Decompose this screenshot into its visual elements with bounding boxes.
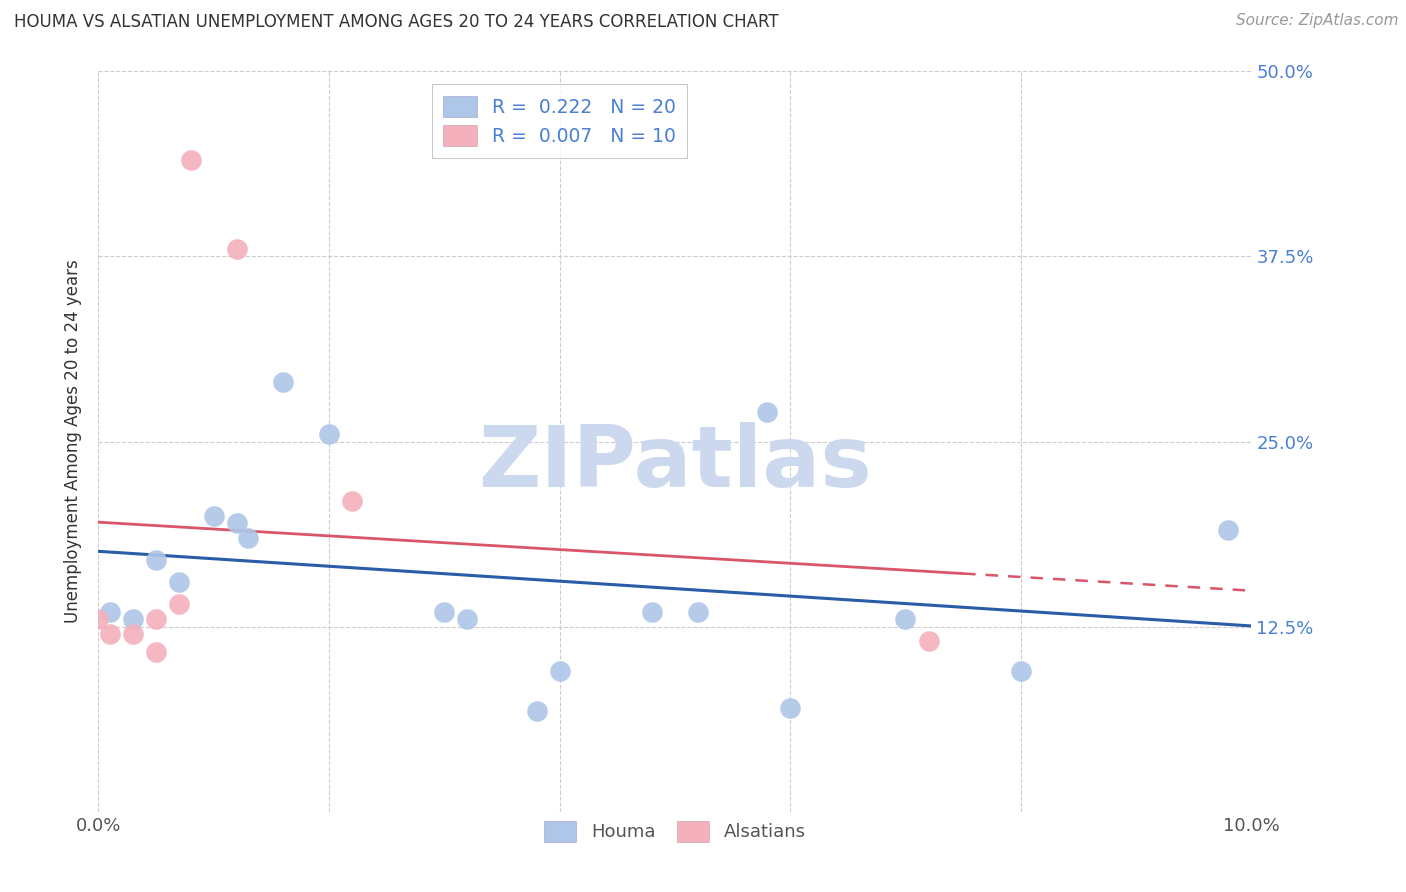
Point bbox=[238, 531, 260, 545]
Point bbox=[87, 612, 110, 626]
Point bbox=[167, 598, 190, 612]
Point bbox=[180, 153, 202, 168]
Point bbox=[1010, 664, 1032, 678]
Point bbox=[225, 242, 247, 256]
Point bbox=[548, 664, 571, 678]
Point bbox=[98, 605, 121, 619]
Text: HOUMA VS ALSATIAN UNEMPLOYMENT AMONG AGES 20 TO 24 YEARS CORRELATION CHART: HOUMA VS ALSATIAN UNEMPLOYMENT AMONG AGE… bbox=[14, 13, 779, 31]
Point bbox=[894, 612, 917, 626]
Point bbox=[145, 553, 167, 567]
Y-axis label: Unemployment Among Ages 20 to 24 years: Unemployment Among Ages 20 to 24 years bbox=[65, 260, 83, 624]
Point bbox=[225, 516, 247, 530]
Text: ZIPatlas: ZIPatlas bbox=[478, 422, 872, 505]
Point bbox=[145, 612, 167, 626]
Point bbox=[686, 605, 709, 619]
Point bbox=[318, 427, 340, 442]
Point bbox=[456, 612, 478, 626]
Point bbox=[641, 605, 664, 619]
Point bbox=[122, 627, 145, 641]
Point bbox=[98, 627, 121, 641]
Point bbox=[167, 575, 190, 590]
Point bbox=[779, 701, 801, 715]
Point bbox=[145, 645, 167, 659]
Point bbox=[271, 376, 294, 390]
Point bbox=[917, 634, 939, 648]
Point bbox=[340, 493, 363, 508]
Point bbox=[526, 704, 548, 718]
Text: Source: ZipAtlas.com: Source: ZipAtlas.com bbox=[1236, 13, 1399, 29]
Point bbox=[433, 605, 456, 619]
Point bbox=[1218, 524, 1240, 538]
Point bbox=[756, 405, 779, 419]
Point bbox=[122, 612, 145, 626]
Legend: Houma, Alsatians: Houma, Alsatians bbox=[534, 812, 815, 851]
Point bbox=[202, 508, 225, 523]
